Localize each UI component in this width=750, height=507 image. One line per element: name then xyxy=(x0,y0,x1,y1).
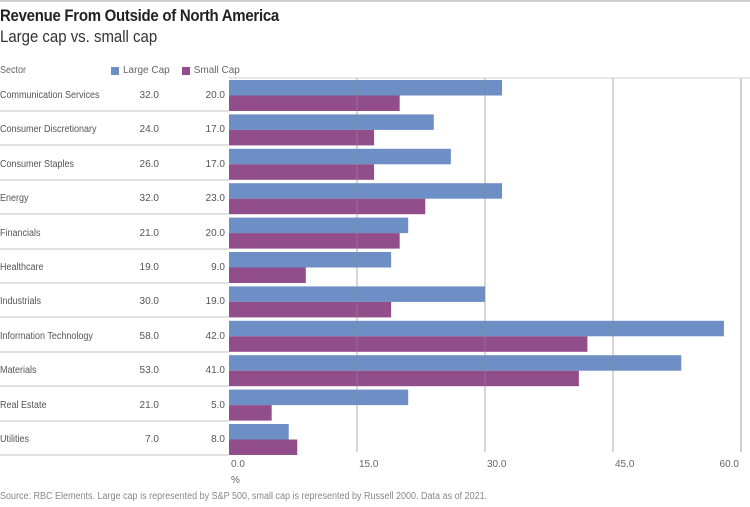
sector-label: Healthcare xyxy=(0,262,44,273)
bar-large-cap xyxy=(229,424,289,440)
sector-label: Consumer Staples xyxy=(0,158,75,170)
bar-large-cap xyxy=(229,355,682,371)
bar-small-cap xyxy=(229,198,426,215)
bar-small-cap xyxy=(229,301,392,318)
small-cap-value: 8.0 xyxy=(211,434,225,445)
legend-label-large-cap: Large Cap xyxy=(123,65,170,76)
table-row: Consumer Staples 26.0 17.0 xyxy=(0,147,229,181)
large-cap-value: 58.0 xyxy=(139,330,159,342)
legend-item-small-cap: Small Cap xyxy=(181,65,240,76)
table-row: Real Estate 21.0 5.0 xyxy=(0,388,229,422)
sector-label: Communication Services xyxy=(0,90,100,101)
table-row: Communication Services 32.0 20.0 xyxy=(0,78,229,112)
large-cap-value: 32.0 xyxy=(139,193,159,205)
bar-large-cap xyxy=(229,114,434,130)
table-row: Information Technology 58.0 42.0 xyxy=(0,319,229,353)
table-row: Utilities 7.0 8.0 xyxy=(0,422,229,456)
top-rule xyxy=(0,0,750,2)
bar-small-cap xyxy=(229,405,272,421)
small-cap-value: 20.0 xyxy=(205,90,225,101)
sector-label: Materials xyxy=(0,365,37,377)
large-cap-value: 26.0 xyxy=(139,158,159,170)
small-cap-value: 42.0 xyxy=(205,330,225,342)
bar-small-cap xyxy=(229,439,298,455)
bar-small-cap xyxy=(229,267,306,283)
small-cap-value: 41.0 xyxy=(205,365,225,377)
sector-label: Financials xyxy=(0,227,41,239)
chart-subtitle: Large cap vs. small cap xyxy=(0,27,158,46)
chart-title: Revenue From Outside of North America xyxy=(0,6,279,25)
bar-large-cap xyxy=(229,148,451,165)
table-row: Financials 21.0 20.0 xyxy=(0,216,229,250)
small-cap-value: 19.0 xyxy=(205,296,225,308)
bar-small-cap xyxy=(229,129,375,146)
sector-label: Utilities xyxy=(0,434,30,445)
sector-label: Consumer Discretionary xyxy=(0,124,97,136)
large-cap-value: 30.0 xyxy=(139,296,159,308)
bar-small-cap xyxy=(229,233,400,249)
x-tick-label: 15.0 xyxy=(359,459,379,470)
x-axis-label: % xyxy=(231,475,240,486)
x-tick-label: 30.0 xyxy=(487,459,507,470)
legend-swatch-small-cap xyxy=(181,66,190,75)
x-tick-label: 0.0 xyxy=(231,459,245,470)
large-cap-value: 21.0 xyxy=(139,399,159,411)
table-row: Materials 53.0 41.0 xyxy=(0,353,229,388)
x-tick-label: 45.0 xyxy=(615,459,635,470)
bar-large-cap xyxy=(229,320,724,337)
large-cap-value: 21.0 xyxy=(139,227,159,239)
legend: Large Cap Small Cap xyxy=(111,65,248,76)
large-cap-value: 32.0 xyxy=(139,90,159,101)
x-tick-label: 60.0 xyxy=(720,459,740,470)
source-note: Source: RBC Elements. Large cap is repre… xyxy=(0,491,488,502)
legend-label-small-cap: Small Cap xyxy=(193,65,240,76)
sector-label: Information Technology xyxy=(0,330,93,342)
bar-large-cap xyxy=(229,217,409,234)
bar-large-cap xyxy=(229,80,503,96)
legend-item-large-cap: Large Cap xyxy=(111,65,170,76)
table-row: Energy 32.0 23.0 xyxy=(0,181,229,216)
table-row: Consumer Discretionary 24.0 17.0 xyxy=(0,112,229,147)
table-row: Healthcare 19.0 9.0 xyxy=(0,250,229,284)
bar-small-cap xyxy=(229,164,375,180)
sector-label: Real Estate xyxy=(0,399,47,411)
small-cap-value: 9.0 xyxy=(211,262,225,273)
table-row: Industrials 30.0 19.0 xyxy=(0,284,229,319)
small-cap-value: 23.0 xyxy=(205,193,225,205)
bar-small-cap xyxy=(229,336,588,352)
large-cap-value: 53.0 xyxy=(139,365,159,377)
sector-label: Industrials xyxy=(0,296,42,308)
small-cap-value: 17.0 xyxy=(205,158,225,170)
bar-small-cap xyxy=(229,95,400,111)
legend-swatch-large-cap xyxy=(111,66,119,75)
small-cap-value: 5.0 xyxy=(211,399,225,411)
large-cap-value: 24.0 xyxy=(139,124,159,136)
bar-small-cap xyxy=(229,370,579,387)
bar-large-cap xyxy=(229,252,392,268)
sector-label: Energy xyxy=(0,193,29,205)
sector-column-header: Sector xyxy=(0,65,27,76)
bar-large-cap xyxy=(229,183,503,199)
small-cap-value: 17.0 xyxy=(205,124,225,136)
bar-large-cap xyxy=(229,389,409,406)
large-cap-value: 7.0 xyxy=(145,434,159,445)
small-cap-value: 20.0 xyxy=(205,227,225,239)
large-cap-value: 19.0 xyxy=(139,262,159,273)
